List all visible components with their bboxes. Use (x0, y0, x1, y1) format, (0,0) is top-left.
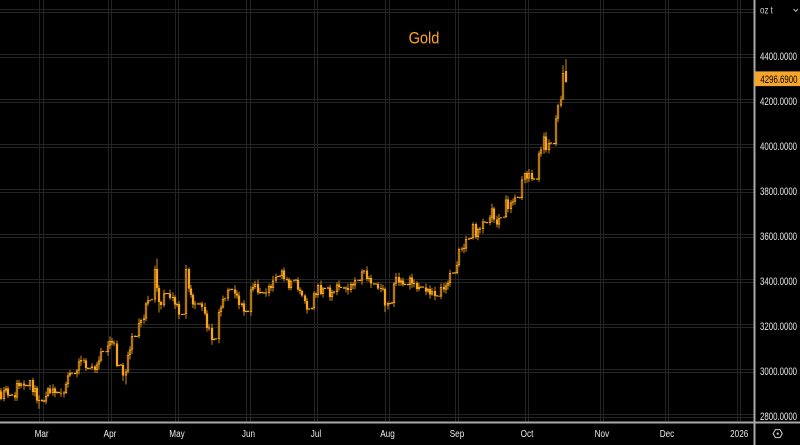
svg-text:Nov: Nov (595, 428, 610, 439)
svg-text:oz t: oz t (760, 5, 773, 16)
svg-text:Gold: Gold (409, 29, 440, 47)
svg-text:Oct: Oct (521, 428, 534, 439)
svg-text:4296.6900: 4296.6900 (760, 74, 797, 85)
svg-text:4000.0000: 4000.0000 (760, 141, 797, 152)
svg-text:May: May (169, 428, 185, 439)
svg-text:Jul: Jul (311, 428, 321, 439)
svg-text:Mar: Mar (35, 428, 49, 439)
svg-text:3800.0000: 3800.0000 (760, 186, 797, 197)
svg-text:Apr: Apr (104, 428, 117, 439)
svg-text:3200.0000: 3200.0000 (760, 321, 797, 332)
svg-text:4200.0000: 4200.0000 (760, 96, 797, 107)
svg-text:3000.0000: 3000.0000 (760, 366, 797, 377)
svg-text:Jun: Jun (242, 428, 255, 439)
svg-text:4400.0000: 4400.0000 (760, 51, 797, 62)
svg-text:Sep: Sep (450, 428, 464, 439)
svg-text:2800.0000: 2800.0000 (760, 411, 797, 422)
svg-text:3400.0000: 3400.0000 (760, 276, 797, 287)
svg-text:Dec: Dec (660, 428, 675, 439)
svg-text:2026: 2026 (730, 428, 748, 439)
svg-text:3600.0000: 3600.0000 (760, 231, 797, 242)
svg-text:Aug: Aug (380, 428, 394, 439)
